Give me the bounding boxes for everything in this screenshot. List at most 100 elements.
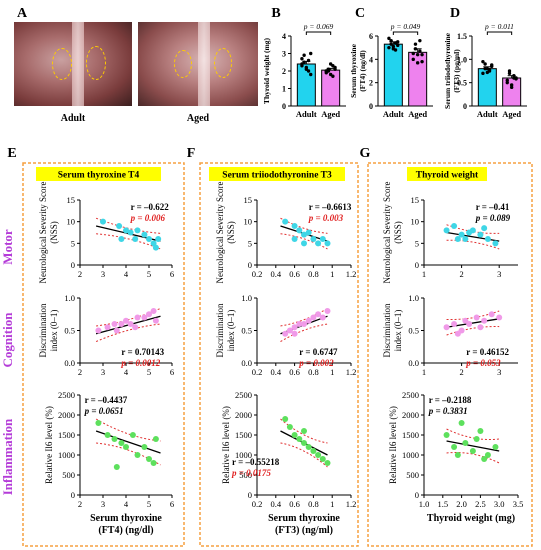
data-point [514,77,518,81]
p-value: p = 0.002 [298,358,334,368]
data-point [111,321,118,327]
data-point [282,416,289,422]
x-tick-label: 3 [101,269,105,279]
x-tick-label: 5 [147,499,151,509]
x-category-label: Aged [321,109,340,119]
data-point [458,231,465,238]
data-point [492,444,499,450]
data-point [418,49,422,53]
p-value: p = 0.0012 [120,358,160,368]
data-point [509,85,514,90]
y-tick-label: 2000 [58,410,75,420]
data-point [331,74,335,78]
data-point [152,436,159,442]
dashed-box-f [199,162,359,547]
bar-chart-d: 0 0.5 1.0 1.5 Adult Aged p = 0.011 Serum triiod… [443,22,527,119]
data-point [481,456,488,462]
data-point [310,314,317,321]
ci-band-upper [280,418,328,444]
photo-label-aged: Aged [187,113,210,124]
data-point [123,227,129,234]
x-axis-label: Serum thyroxine [268,513,340,524]
data-point [496,314,503,321]
x-tick-label: 0.8 [308,269,319,279]
x-tick-label: 0.6 [289,367,300,377]
r-value: r = –0.41 [476,202,510,212]
y-tick-label: 0 [369,102,373,111]
y-tick-label: 2000 [235,410,252,420]
data-point [134,452,141,458]
column-title: Serum thyroxine T4 [58,171,140,181]
data-point [454,236,461,242]
x-category-label: Aged [408,109,427,119]
data-point [458,420,465,426]
ci-band-lower [280,323,328,342]
y-tick-label: 15 [411,195,420,205]
data-point [146,311,152,318]
x-tick-label: 1.2 [346,499,357,509]
data-point [291,236,298,242]
ci-band-lower [446,326,500,336]
data-point [134,314,141,321]
x-tick-label: 6 [170,269,174,279]
y-tick-label: 0 [248,490,252,500]
x-category-label: Aged [502,109,521,119]
x-axis-label: Serum thyroxine [90,513,162,524]
x-tick-label: 1 [422,367,426,377]
y-axis-label: (FT4) (ng/dl) [358,50,367,92]
data-point [488,311,495,318]
data-point [152,317,159,324]
p-value: p = 0.0175 [231,468,271,478]
y-tick-label: 0 [248,260,252,270]
dashed-box-e [22,162,185,547]
y-axis-label: Discrimination [382,303,392,357]
x-tick-label: 5 [147,269,151,279]
data-point [481,59,485,64]
y-tick-label: 0.0 [241,358,252,368]
data-point [111,436,118,442]
y-axis-label: (FT3) (pg/ml) [452,49,461,93]
thyroid-outline-right [86,46,106,80]
y-tick-label: 2500 [58,390,75,400]
y-tick-label: 0 [463,102,467,111]
x-tick-label: 5 [147,367,151,377]
data-point [301,231,307,238]
y-tick-label: 15 [67,195,76,205]
title-background [209,167,345,181]
bar-aged [502,77,522,107]
ci-band-upper [446,428,500,440]
data-point [123,317,129,324]
y-tick-label: 1.0 [408,293,419,303]
y-tick-label: 4 [369,55,373,64]
data-point [134,227,141,234]
p-value-annotation: p = 0.069 [303,22,334,31]
x-tick-label: 2 [78,269,82,279]
y-tick-label: 0.5 [408,326,419,336]
data-point [481,317,488,324]
p-value: p = 0.3831 [428,406,468,416]
data-point [296,227,303,234]
x-tick-label: 3.5 [513,499,524,509]
data-point [509,83,514,87]
data-point [484,236,491,242]
x-tick-label: 0.6 [289,499,300,509]
data-point [420,59,424,64]
data-point [123,444,129,450]
panel-letter-g: G [360,146,371,161]
data-point [315,240,322,247]
x-tick-label: 1.2 [346,269,357,279]
data-point [291,324,298,331]
x-tick-label: 2 [78,367,82,377]
x-tick-label: 0.4 [270,367,281,377]
data-point [305,317,312,324]
x-tick-label: 1 [330,269,334,279]
data-point [286,327,293,334]
data-point [291,432,298,438]
data-point [310,236,317,242]
y-tick-label: 2 [282,67,286,76]
data-point [328,62,333,66]
data-point [393,48,398,52]
data-point [451,321,458,327]
data-point [462,440,469,446]
data-point [411,51,415,56]
